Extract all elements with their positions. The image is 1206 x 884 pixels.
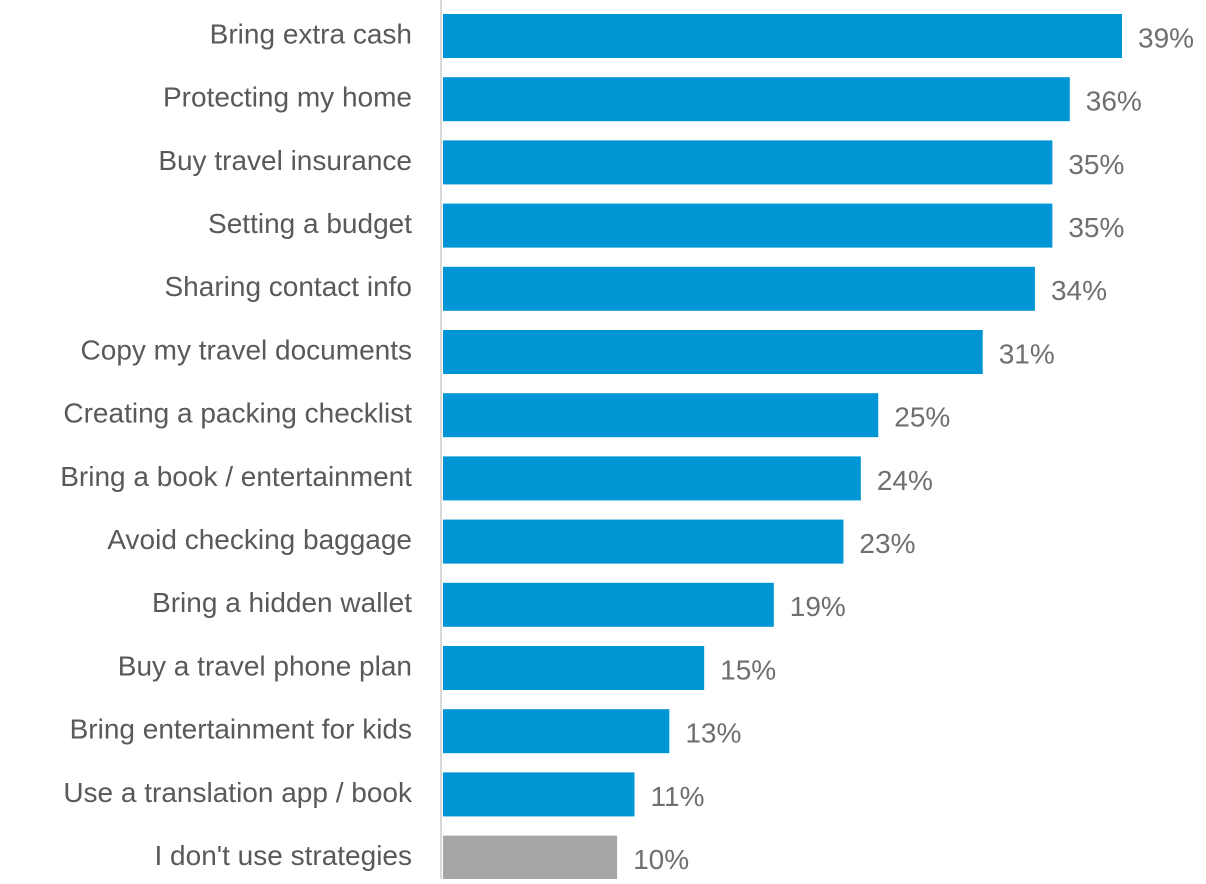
category-label: Creating a packing checklist: [63, 398, 412, 429]
value-label: 11%: [651, 781, 705, 812]
value-label: 36%: [1086, 86, 1142, 117]
value-label: 39%: [1138, 22, 1194, 53]
bar: [443, 772, 635, 817]
bar: [443, 582, 774, 627]
value-label: 23%: [859, 528, 915, 559]
value-label: 13%: [685, 718, 741, 749]
bar: [443, 456, 861, 501]
bar: [443, 835, 618, 880]
category-label: Copy my travel documents: [81, 334, 412, 365]
category-label: Bring a hidden wallet: [152, 587, 412, 618]
category-label: I don't use strategies: [155, 840, 413, 871]
value-label: 35%: [1068, 149, 1124, 180]
bar: [443, 140, 1053, 185]
value-label: 10%: [633, 844, 689, 875]
value-label: 19%: [790, 591, 846, 622]
category-label: Protecting my home: [163, 82, 412, 113]
bar: [443, 203, 1053, 248]
category-label: Setting a budget: [208, 208, 412, 239]
bar: [443, 330, 983, 374]
value-label: 34%: [1051, 275, 1107, 306]
bar: [443, 646, 705, 690]
category-label: Bring extra cash: [210, 18, 412, 49]
category-label: Sharing contact info: [165, 271, 413, 302]
bar: [443, 266, 1035, 311]
value-label: 31%: [999, 338, 1055, 369]
category-label: Bring entertainment for kids: [70, 714, 412, 745]
value-label: 25%: [894, 402, 950, 433]
category-label: Buy travel insurance: [158, 145, 412, 176]
value-label: 35%: [1068, 212, 1124, 243]
value-label: 24%: [877, 465, 933, 496]
category-label: Bring a book / entertainment: [60, 461, 412, 492]
bar: [443, 77, 1070, 122]
category-label: Use a translation app / book: [63, 777, 413, 808]
bar: [443, 393, 879, 438]
category-label: Avoid checking baggage: [107, 524, 412, 555]
category-label: Buy a travel phone plan: [118, 650, 412, 681]
bar: [443, 519, 844, 564]
value-label: 15%: [720, 654, 776, 685]
bar: [443, 709, 670, 754]
bar: [443, 14, 1122, 58]
